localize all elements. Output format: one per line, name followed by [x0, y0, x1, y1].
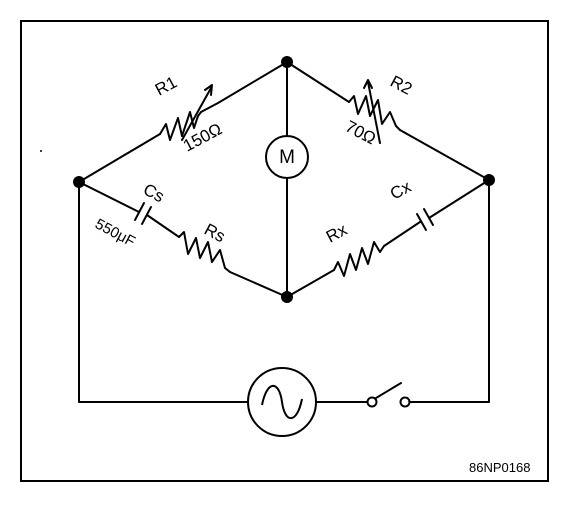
cs-plate-1	[134, 202, 145, 221]
right-node	[483, 174, 495, 186]
rx-label: Rx	[323, 220, 351, 247]
meter-label: M	[279, 147, 295, 168]
wire-left-cs	[78, 181, 140, 213]
switch-blade	[375, 382, 402, 399]
wire-left-source	[78, 181, 249, 403]
wire-rx-cx	[383, 221, 421, 247]
r2-value: 70Ω	[342, 117, 379, 149]
r1-arrowhead	[204, 84, 213, 96]
rs-resistor	[178, 231, 231, 273]
wire-switch-right	[408, 179, 490, 403]
wire-cs-rs	[146, 214, 180, 238]
bottom-node	[281, 291, 293, 303]
wire-rs-bottom	[229, 271, 288, 298]
ac-source-icon	[247, 367, 317, 437]
r2-arrowhead	[363, 79, 373, 89]
figure-code: 86NP0168	[469, 460, 530, 475]
meter-icon	[265, 135, 309, 179]
cs-value: 550μF	[92, 216, 138, 251]
r2-arrow	[367, 81, 381, 144]
wire-bottom-rx	[286, 269, 335, 298]
cx-label: Cx	[387, 177, 415, 204]
r1-resistor	[159, 111, 202, 141]
wire-left-r1	[78, 133, 161, 183]
r1-arrow	[181, 87, 212, 141]
r2-label: R2	[387, 72, 415, 99]
r1-label: R1	[152, 73, 180, 100]
rx-resistor	[333, 241, 385, 277]
cx-plate-2	[423, 208, 434, 226]
rs-label: Rs	[201, 220, 228, 247]
top-node	[281, 56, 293, 68]
wire-r1-top	[200, 61, 288, 113]
figure-frame	[20, 20, 549, 482]
wire-r2-right	[399, 129, 490, 181]
switch-icon	[366, 396, 411, 408]
stray-dot	[40, 150, 42, 152]
cx-plate-1	[416, 213, 427, 231]
wire-top-r2	[286, 61, 350, 103]
wire-cx-right	[428, 179, 490, 219]
left-node	[73, 176, 85, 188]
